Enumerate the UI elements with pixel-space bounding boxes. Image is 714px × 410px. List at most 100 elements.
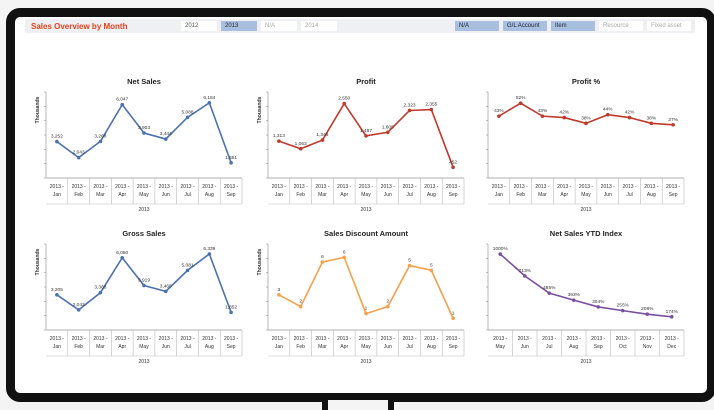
data-label: 393% [568,292,581,298]
data-point [163,289,168,294]
data-point [76,308,81,312]
x-tick-label: 2013 -Sep [224,184,239,198]
data-label: 1 [365,306,368,312]
x-group-label: 2013 [580,359,591,364]
slicer-year-2014[interactable]: 2014 [301,21,337,31]
data-label: 6,339 [203,246,215,252]
data-point [76,155,81,160]
data-point [98,290,103,295]
x-tick-label: 2013 -Jul [180,184,195,198]
x-tick-label: 2013 -Aug [567,336,582,350]
x-tick-label: 2013 -Nov [640,336,655,350]
chart-profit: Profit Thousands 2013 -Jan 2013 -Feb 2013 -M… [254,72,469,213]
x-tick-label: 2013 -Apr [115,184,130,198]
data-label: 713% [519,268,532,274]
slicer-type-fixed-asset[interactable]: Fixed asset [647,21,691,31]
data-label: 44% [603,107,613,113]
x-tick-label: 2013 -Jan [50,184,65,198]
x-tick-label: 2013 -Jul [402,336,417,350]
chart-title: Profit [356,77,376,86]
x-tick-label: 2013 -Jun [518,336,533,350]
data-point [163,137,168,141]
data-point [429,107,434,112]
data-point [451,165,455,170]
data-label: 208% [641,306,654,312]
chart-net-sales: Net Sales Thousands 2013 -Jan 2013 -Feb 2013… [32,72,247,213]
data-label: 1000% [493,246,509,252]
data-label: 1,313 [273,133,285,139]
header-bar: Sales Overview by Month 2012 2013 N/A 20… [25,19,695,33]
x-tick-label: 2013 -Apr [115,336,130,350]
slicer-year-2012[interactable]: 2012 [181,21,217,31]
data-label: 485% [543,285,556,291]
data-label: 3,919 [138,277,150,283]
data-point [605,112,610,117]
x-tick-label: 2013 -Sep [591,336,606,350]
data-point [277,293,281,297]
x-tick-label: 2013 -Feb [72,336,87,350]
x-group-label: 2013 [360,207,371,212]
data-point [669,314,674,319]
data-point [620,308,625,313]
data-label: 452 [449,159,457,165]
data-label: 3,252 [51,134,63,140]
x-tick-label: 2013 -Aug [424,336,439,350]
data-point [627,115,632,120]
data-point [320,138,325,142]
data-label: 6,184 [203,95,215,101]
y-axis-label: Thousands [257,96,263,123]
x-tick-label: 2013 -Aug [202,184,217,198]
data-label: 2,043 [73,150,85,156]
data-label: 2,355 [425,102,437,108]
data-point [120,255,125,260]
data-point [142,283,146,288]
x-tick-label: 2013 -Jul [542,336,557,350]
x-tick-label: 2013 -Jan [492,184,507,198]
data-point [497,114,501,118]
chart-title: Sales Discount Amount [324,229,408,238]
data-point [98,139,103,144]
chart-ytd-index: Net Sales YTD Index 2013 -May 2013 -Jun 201… [474,224,689,365]
data-label: 3,468 [160,283,172,289]
data-label: 37% [668,117,678,123]
data-point [364,134,368,138]
data-label: 2 [386,299,389,305]
slicer-type-na[interactable]: N/A [455,21,499,31]
slicer-year-na[interactable]: N/A [261,21,297,31]
x-tick-label: 2013 -Aug [202,336,217,350]
x-tick-label: 2013 -Mar [93,336,108,350]
data-label: 38% [581,115,591,121]
x-tick-label: 2013 -Jul [180,336,195,350]
x-tick-label: 2013 -Jul [622,184,637,198]
data-label: 5,081 [182,262,194,268]
data-label: 3,368 [94,285,106,291]
x-tick-label: 2013 -Apr [557,184,572,198]
data-label: 255% [617,303,630,309]
x-tick-label: 2013 -Feb [294,184,309,198]
series-line [499,253,672,318]
data-point [320,260,325,264]
x-group-label: 2013 [138,359,149,364]
data-label: 1,605 [382,124,394,130]
data-label: 5 [408,258,411,264]
data-point [596,305,601,309]
x-tick-label: 2013 -May [137,184,152,198]
data-point [385,304,390,309]
x-tick-label: 2013 -Sep [446,336,461,350]
slicer-type-resource[interactable]: Resource [599,21,643,31]
data-label: 3 [278,287,281,293]
data-point [547,291,552,295]
slicer-type-gl-account[interactable]: G/L Account [503,21,547,31]
x-tick-label: 2013 -Jul [402,184,417,198]
x-tick-label: 2013 -Mar [315,184,330,198]
data-label: 6 [343,249,346,255]
x-tick-label: 2013 -May [493,336,508,350]
x-tick-label: 2013 -Jun [601,184,616,198]
data-point [571,298,576,302]
data-point [671,122,675,127]
data-point [649,121,654,126]
slicer-type-item[interactable]: Item [551,21,595,31]
data-point [185,115,190,120]
slicer-year-2013[interactable]: 2013 [221,21,257,31]
data-point [562,115,567,120]
